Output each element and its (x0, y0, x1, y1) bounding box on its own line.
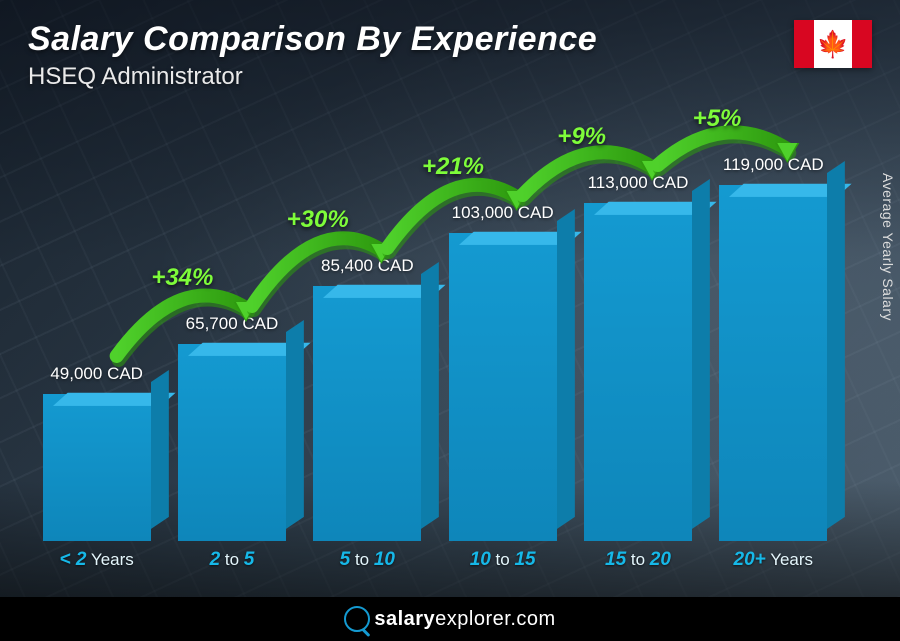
bar-value-label: 65,700 CAD (186, 314, 279, 334)
x-axis-label: 20+ Years (713, 549, 834, 571)
title-block: Salary Comparison By Experience HSEQ Adm… (28, 20, 597, 91)
bar-3: 103,000 CAD (442, 203, 563, 541)
bar-value-label: 119,000 CAD (723, 155, 824, 175)
bar-1: 65,700 CAD (171, 314, 292, 541)
brand: salaryexplorer.com (344, 606, 555, 632)
x-axis-label: < 2 Years (36, 549, 157, 571)
bar-4: 113,000 CAD (577, 173, 698, 541)
chart-title: Salary Comparison By Experience (28, 20, 597, 59)
bar-value-label: 85,400 CAD (321, 256, 414, 276)
header: Salary Comparison By Experience HSEQ Adm… (0, 0, 900, 91)
bar-value-label: 113,000 CAD (588, 173, 689, 193)
magnifier-icon (344, 606, 370, 632)
growth-percent-label: +5% (693, 105, 742, 133)
canada-flag-icon: 🍁 (794, 20, 872, 68)
chart-subtitle: HSEQ Administrator (28, 63, 597, 91)
brand-text: salaryexplorer.com (374, 608, 555, 631)
bar-chart: 49,000 CAD 65,700 CAD 85,400 CAD 103,000 CA… (30, 99, 840, 569)
x-axis-label: 15 to 20 (577, 549, 698, 571)
growth-percent-label: +34% (151, 264, 213, 292)
bar-value-label: 49,000 CAD (50, 364, 143, 384)
x-axis-label: 5 to 10 (307, 549, 428, 571)
growth-percent-label: +9% (557, 123, 606, 151)
bar-0: 49,000 CAD (36, 364, 157, 541)
footer-bar: salaryexplorer.com (0, 597, 900, 641)
growth-percent-label: +30% (287, 206, 349, 234)
bar-value-label: 103,000 CAD (452, 203, 554, 223)
growth-percent-label: +21% (422, 153, 484, 181)
bar-2: 85,400 CAD (307, 256, 428, 541)
y-axis-label: Average Yearly Salary (880, 173, 896, 321)
bar-5: 119,000 CAD (713, 155, 834, 541)
x-axis-label: 10 to 15 (442, 549, 563, 571)
x-axis-label: 2 to 5 (171, 549, 292, 571)
content-root: Salary Comparison By Experience HSEQ Adm… (0, 0, 900, 641)
